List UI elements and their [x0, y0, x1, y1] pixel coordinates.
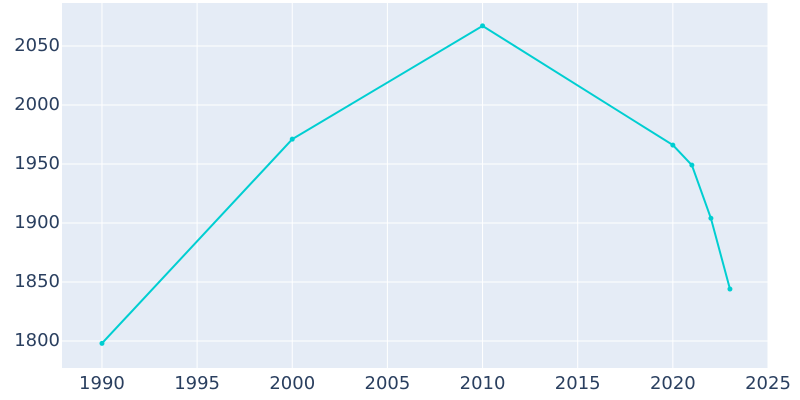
x-tick-label: 2000: [269, 373, 315, 394]
y-tick-label: 1850: [14, 271, 60, 292]
x-tick-label: 2005: [365, 373, 411, 394]
marker: [99, 340, 105, 346]
marker: [708, 215, 714, 221]
x-tick-label: 2025: [745, 373, 791, 394]
marker: [289, 136, 295, 142]
y-tick-label: 2050: [14, 35, 60, 56]
y-tick-label: 1950: [14, 153, 60, 174]
plot-area: [62, 3, 768, 368]
x-tick-label: 2010: [460, 373, 506, 394]
x-tick-label: 2015: [555, 373, 601, 394]
marker: [689, 162, 695, 168]
marker: [670, 142, 676, 148]
marker: [727, 286, 733, 292]
marker: [480, 23, 486, 29]
x-tick-label: 1990: [79, 373, 125, 394]
x-tick-label: 2020: [650, 373, 696, 394]
y-tick-label: 2000: [14, 94, 60, 115]
x-tick-label: 1995: [174, 373, 220, 394]
y-tick-label: 1900: [14, 212, 60, 233]
y-tick-label: 1800: [14, 330, 60, 351]
